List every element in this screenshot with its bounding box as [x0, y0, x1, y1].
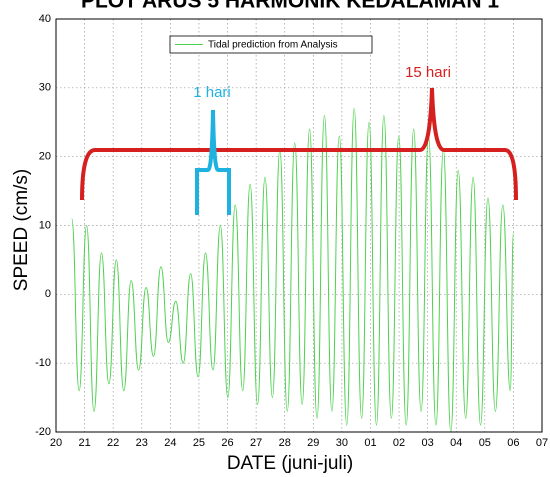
x-tick-label: 30: [336, 437, 348, 449]
y-tick-label: -20: [35, 426, 51, 438]
data-line: [71, 107, 514, 433]
plot-frame: [55, 18, 543, 433]
x-tick-label: 23: [136, 437, 148, 449]
x-tick-label: 28: [279, 437, 291, 449]
x-tick-label: 27: [250, 437, 262, 449]
x-tick-label: 03: [422, 437, 434, 449]
x-tick-label: 26: [221, 437, 233, 449]
bracket-15-days: [80, 87, 518, 201]
x-tick-label: 21: [78, 437, 90, 449]
x-tick-label: 05: [479, 437, 491, 449]
chart-title: PLOT ARUS 5 HARMONIK KEDALAMAN 1: [81, 0, 499, 13]
x-tick-label: 04: [450, 437, 462, 449]
x-tick-label: 02: [393, 437, 405, 449]
y-tick-label: 10: [39, 219, 51, 231]
x-tick-label: 06: [507, 437, 519, 449]
y-tick-label: -10: [35, 357, 51, 369]
plot-area: -20 -10 0 10 20 30 40 20 21 22 23 24 25 26 27 28 29 30 01 0…: [35, 13, 548, 449]
bracket-1-day: [195, 109, 231, 215]
x-tick-label: 29: [307, 437, 319, 449]
x-tick-label: 20: [50, 437, 62, 449]
legend-box: [169, 35, 373, 54]
y-tick-label: 30: [39, 82, 51, 94]
x-tick-label: 07: [536, 437, 548, 449]
y-tick-label: 0: [45, 288, 51, 300]
annotation: 15 hari: [405, 64, 451, 81]
x-axis-label: DATE (juni-juli): [227, 453, 353, 474]
x-tick-label: 24: [164, 437, 176, 449]
x-tick-label: 22: [107, 437, 119, 449]
annotation: 1 hari: [193, 84, 231, 101]
y-tick-label: 20: [39, 151, 51, 163]
x-tick-label: 25: [193, 437, 205, 449]
y-axis-label: SPEED (cm/s): [11, 169, 32, 291]
x-tick-label: 01: [364, 437, 376, 449]
y-tick-label: 40: [39, 13, 51, 25]
legend-label: Tidal prediction from Analysis: [208, 40, 338, 51]
